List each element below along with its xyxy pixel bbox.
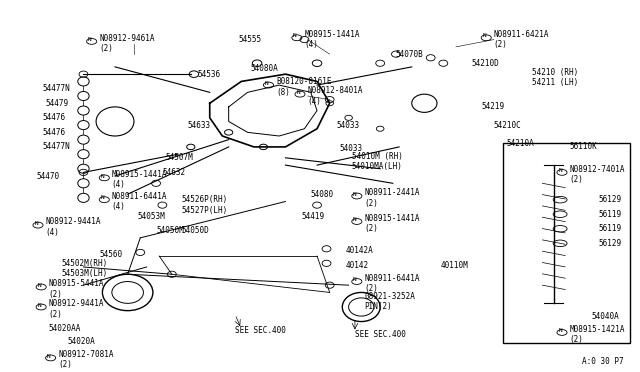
Text: 56110K: 56110K <box>570 142 597 151</box>
Text: N08911-6441A
(2): N08911-6441A (2) <box>364 274 420 293</box>
Text: N: N <box>296 90 300 95</box>
Text: 54476: 54476 <box>42 128 65 137</box>
Text: 54219: 54219 <box>481 102 504 111</box>
Text: 54210A: 54210A <box>506 139 534 148</box>
Text: 56119: 56119 <box>598 210 621 219</box>
Text: A:0 30 P7: A:0 30 P7 <box>582 357 624 366</box>
Text: N08912-7081A
(2): N08912-7081A (2) <box>58 350 114 369</box>
Text: N: N <box>100 195 104 201</box>
Text: N: N <box>37 283 41 288</box>
Text: 54633: 54633 <box>188 121 211 129</box>
Text: N08912-9441A
(4): N08912-9441A (4) <box>45 217 101 237</box>
Text: N: N <box>88 37 92 42</box>
Text: 54020A: 54020A <box>68 337 95 346</box>
Text: 54555: 54555 <box>238 35 261 44</box>
Text: 56129: 56129 <box>598 239 621 248</box>
Text: N08912-7401A
(2): N08912-7401A (2) <box>570 164 625 184</box>
Text: M08915-1441A
(4): M08915-1441A (4) <box>305 30 360 49</box>
Text: N: N <box>293 33 297 38</box>
Text: 54050D: 54050D <box>181 226 209 235</box>
Text: 54033: 54033 <box>336 121 359 129</box>
Text: 54070B: 54070B <box>396 49 424 59</box>
Text: N: N <box>353 192 357 197</box>
Text: 40110M: 40110M <box>440 261 468 270</box>
Text: 54040A: 54040A <box>591 312 620 321</box>
Text: 54010M (RH)
54010MA(LH): 54010M (RH) 54010MA(LH) <box>352 152 403 171</box>
Text: 54020AA: 54020AA <box>49 324 81 333</box>
Text: 54210C: 54210C <box>494 121 522 129</box>
Text: 54477N: 54477N <box>42 84 70 93</box>
Text: N08912-9441A
(2): N08912-9441A (2) <box>49 299 104 318</box>
Text: 54033: 54033 <box>339 144 362 153</box>
Text: 56129: 56129 <box>598 195 621 204</box>
Text: N08912-9461A
(2): N08912-9461A (2) <box>99 33 155 53</box>
Text: N: N <box>265 81 268 86</box>
Text: N: N <box>558 168 562 173</box>
Text: 54050M: 54050M <box>156 226 184 235</box>
Text: N08911-2441A
(2): N08911-2441A (2) <box>364 188 420 208</box>
Text: N: N <box>483 33 486 38</box>
Text: 54632: 54632 <box>163 168 186 177</box>
Text: 54477N: 54477N <box>42 142 70 151</box>
Text: 54479: 54479 <box>45 99 68 108</box>
Text: 54419: 54419 <box>301 212 324 221</box>
Text: N: N <box>100 173 104 179</box>
Text: N08915-1441A
(2): N08915-1441A (2) <box>364 214 420 233</box>
Text: N: N <box>353 217 357 222</box>
Text: 56119: 56119 <box>598 224 621 233</box>
Text: N08911-6421A
(2): N08911-6421A (2) <box>494 30 549 49</box>
Text: 54476: 54476 <box>42 113 65 122</box>
Text: N08912-8401A
(4): N08912-8401A (4) <box>308 86 363 106</box>
Text: M08915-1421A
(2): M08915-1421A (2) <box>570 325 625 344</box>
Text: 54470: 54470 <box>36 171 60 180</box>
Text: 54536: 54536 <box>197 70 220 78</box>
Text: 54053M: 54053M <box>137 212 165 221</box>
Text: M08915-1441A
(4): M08915-1441A (4) <box>112 170 168 189</box>
Text: N: N <box>558 328 562 333</box>
Text: 54080: 54080 <box>311 190 334 199</box>
Text: 54210D: 54210D <box>472 59 499 68</box>
Text: N: N <box>34 221 38 226</box>
Text: 54507M: 54507M <box>166 153 193 162</box>
Text: N08911-6441A
(4): N08911-6441A (4) <box>112 192 168 211</box>
Text: 54526P(RH)
54527P(LH): 54526P(RH) 54527P(LH) <box>181 195 228 215</box>
Text: 54210 (RH)
54211 (LH): 54210 (RH) 54211 (LH) <box>532 68 578 87</box>
Text: 54560: 54560 <box>99 250 122 259</box>
Text: 54502M(RH)
54503M(LH): 54502M(RH) 54503M(LH) <box>61 259 108 279</box>
Text: SEE SEC.400: SEE SEC.400 <box>235 326 286 335</box>
Text: 40142A: 40142A <box>346 246 373 255</box>
Text: SEE SEC.400: SEE SEC.400 <box>355 330 406 339</box>
Text: N: N <box>37 303 41 308</box>
Text: 40142: 40142 <box>346 261 369 270</box>
Text: N: N <box>353 277 357 282</box>
Text: 54080A: 54080A <box>251 64 278 73</box>
Text: N: N <box>47 354 51 359</box>
Text: N08915-5441A
(2): N08915-5441A (2) <box>49 279 104 298</box>
Text: 08921-3252A
PIN(2): 08921-3252A PIN(2) <box>364 292 415 311</box>
Text: B08120-8161E
(8): B08120-8161E (8) <box>276 77 332 97</box>
